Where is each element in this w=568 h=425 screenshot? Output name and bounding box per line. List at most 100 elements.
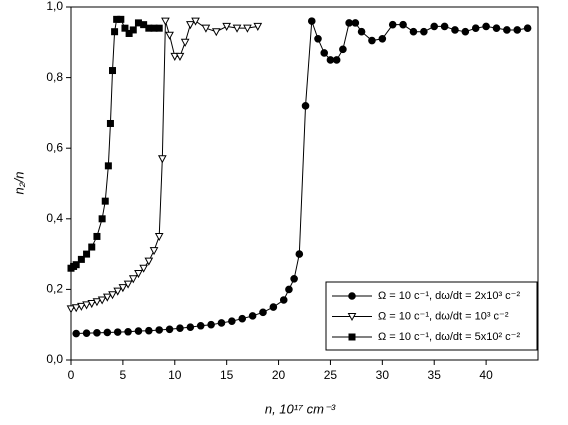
plot-frame: [70, 6, 539, 361]
marker: [314, 34, 322, 43]
marker: [211, 28, 221, 37]
legend-text: Ω = 10 c⁻¹, dω/dt = 10³ c⁻²: [378, 310, 509, 322]
marker: [357, 27, 366, 36]
marker: [228, 317, 236, 325]
marker: [123, 280, 133, 289]
x-axis-title: n, 10¹⁷ cm⁻³: [265, 401, 336, 416]
marker: [129, 26, 137, 34]
marker: [149, 247, 159, 256]
marker: [186, 21, 195, 30]
marker: [348, 333, 356, 341]
marker: [345, 19, 353, 27]
marker: [430, 22, 439, 31]
marker: [259, 308, 267, 317]
marker: [92, 298, 102, 307]
x-tick-label: 25: [324, 368, 338, 382]
series-line: [70, 20, 258, 310]
legend-text: Ω = 10 c⁻¹, dω/dt = 5x10² c⁻²: [378, 331, 520, 343]
x-tick-label: 40: [479, 368, 493, 382]
marker: [523, 24, 532, 32]
marker: [186, 323, 195, 331]
marker: [121, 24, 129, 32]
marker: [104, 162, 112, 170]
marker: [71, 304, 81, 313]
y-tick-label: 0,4: [46, 211, 63, 225]
marker: [348, 292, 356, 300]
marker: [440, 22, 449, 31]
marker: [157, 155, 167, 164]
marker: [290, 275, 298, 283]
marker: [93, 232, 101, 240]
marker: [180, 38, 190, 47]
marker: [388, 20, 397, 29]
x-tick-label: 30: [376, 368, 390, 382]
marker: [409, 27, 418, 36]
marker: [238, 314, 247, 323]
marker: [102, 293, 112, 302]
marker: [301, 102, 310, 110]
marker: [118, 284, 128, 293]
marker: [77, 302, 86, 311]
marker: [295, 250, 304, 258]
marker: [97, 296, 107, 305]
marker: [77, 255, 85, 263]
y-axis-title: n₂/n: [11, 171, 26, 194]
x-tick-label: 20: [272, 368, 286, 382]
marker: [451, 26, 459, 34]
marker: [161, 17, 170, 26]
marker: [513, 26, 522, 34]
marker: [155, 326, 164, 334]
marker: [165, 325, 174, 334]
x-tick-label: 35: [428, 368, 442, 382]
marker: [222, 22, 232, 31]
marker: [82, 301, 91, 310]
marker: [196, 321, 205, 330]
marker: [165, 31, 174, 40]
marker: [87, 300, 97, 309]
marker: [176, 324, 184, 333]
marker: [482, 22, 490, 31]
marker: [201, 24, 211, 33]
marker: [106, 119, 114, 127]
marker: [191, 17, 200, 26]
x-tick-label: 10: [168, 368, 182, 382]
marker: [113, 328, 122, 336]
marker: [125, 29, 133, 37]
marker: [72, 329, 80, 338]
marker: [93, 329, 101, 337]
marker: [154, 232, 164, 242]
marker: [232, 24, 242, 33]
marker: [124, 327, 132, 336]
x-tick-label: 0: [68, 368, 75, 382]
marker: [368, 36, 376, 45]
marker: [326, 56, 335, 64]
marker: [461, 27, 470, 36]
marker: [113, 287, 123, 296]
marker: [82, 329, 91, 337]
marker: [351, 19, 360, 27]
marker: [98, 215, 106, 223]
marker: [175, 52, 185, 61]
marker: [101, 197, 109, 205]
marker: [145, 326, 153, 335]
marker: [399, 20, 407, 29]
marker: [347, 313, 357, 322]
marker: [144, 257, 154, 266]
marker: [285, 285, 293, 294]
marker: [155, 24, 163, 32]
marker: [103, 328, 112, 337]
marker: [420, 27, 428, 36]
y-tick-label: 0,2: [46, 282, 63, 296]
x-tick-label: 15: [220, 368, 234, 382]
marker: [207, 320, 215, 329]
y-tick-label: 1,0: [46, 0, 63, 13]
series-line: [70, 18, 160, 269]
x-tick-label: 5: [120, 368, 127, 382]
marker: [140, 21, 148, 29]
y-tick-label: 0,6: [46, 140, 63, 154]
marker: [117, 15, 125, 23]
marker: [471, 24, 480, 32]
marker: [253, 22, 263, 31]
marker: [243, 24, 252, 33]
